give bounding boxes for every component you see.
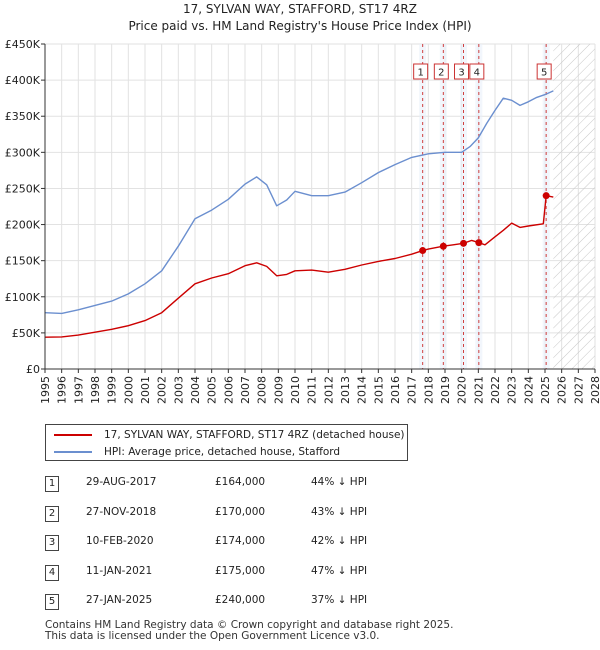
x-tick-label: 2011 [306,376,319,404]
x-tick-label: 2009 [272,376,285,404]
x-tick-label: 2015 [372,376,385,404]
transaction-label-box [413,63,429,80]
hpi-line [44,90,554,315]
y-tick-label: £450K [5,38,41,51]
transaction-hpi-diff: 47% ↓ HPI [311,564,368,577]
plot-area [45,44,595,369]
transaction-label-box [454,63,469,80]
x-tick-label: 2017 [406,376,419,404]
x-tick-label: 2012 [322,376,335,404]
y-tick-label: £250K [5,182,41,195]
y-tick-label: £200K [5,219,41,232]
transaction-date: 27-JAN-2025 [86,594,153,606]
x-tick-label: 2001 [139,376,152,404]
legend-label-hpi: HPI: Average price, detached house, Staf… [104,446,341,458]
x-tick-label: 2013 [339,376,352,404]
transaction-price: £240,000 [215,594,266,606]
transaction-hpi-diff: 44% ↓ HPI [311,476,368,488]
x-tick-label: 2000 [122,376,135,404]
x-tick-label: 2004 [189,376,202,404]
x-tick-label: 2022 [489,376,502,404]
x-tick-label: 2002 [156,376,169,404]
x-tick-label: 2014 [356,376,369,404]
transaction-number: 5 [45,594,59,610]
footer-licence: This data is licensed under the Open Gov… [45,630,380,642]
legend-swatch-property [54,434,92,436]
transaction-hpi-diff: 42% ↓ HPI [311,535,368,547]
x-tick-label: 2024 [522,376,535,404]
transaction-hpi-diff: 37% ↓ HPI [311,594,368,606]
x-tick-label: 2003 [172,376,185,404]
transaction-number: 4 [45,564,59,581]
transaction-label-box [433,63,449,80]
footer-copyright: Contains HM Land Registry data © Crown c… [45,619,454,631]
transaction-price: £170,000 [215,505,266,518]
y-tick-label: £400K [5,74,41,87]
legend-entry-hpi: HPI: Average price, detached house, Staf… [54,444,340,460]
transaction-price: £164,000 [215,476,266,488]
x-tick-label: 2008 [256,376,269,404]
x-tick-label: 2028 [589,376,600,404]
x-tick-label: 2006 [222,376,235,404]
x-tick-label: 2026 [556,376,569,404]
x-tick-label: 2018 [422,376,435,404]
x-tick-label: 2019 [439,376,452,404]
transaction-price: £175,000 [215,564,266,577]
transaction-label: 5 [541,68,547,79]
transaction-marker [419,247,427,255]
y-tick-label: £300K [5,146,41,159]
forecast-region [553,44,595,369]
price-chart: 17, SYLVAN WAY, STAFFORD, ST17 4RZ Price… [5,2,600,404]
x-tick-label: 2027 [572,376,585,404]
transaction-label: 3 [458,68,464,79]
transaction-label: 4 [474,68,480,79]
x-tick-label: 2025 [539,376,552,404]
property-price-line [44,195,554,338]
x-tick-label: 1995 [39,376,52,404]
x-tick-label: 1996 [56,376,69,404]
legend-entry-property: 17, SYLVAN WAY, STAFFORD, ST17 4RZ (deta… [54,427,405,443]
x-tick-label: 1998 [89,376,102,404]
x-tick-label: 2007 [239,376,252,404]
transaction-marker [460,239,467,247]
transaction-date: 11-JAN-2021 [86,564,153,577]
x-tick-label: 1999 [106,376,119,404]
chart-title: 17, SYLVAN WAY, STAFFORD, ST17 4RZ [183,2,417,16]
chart-legend: 17, SYLVAN WAY, STAFFORD, ST17 4RZ (deta… [45,424,408,461]
x-tick-label: 2005 [206,376,219,404]
transaction-label-box [469,63,485,80]
transaction-marker [542,192,550,200]
transaction-number: 1 [45,476,59,492]
x-tick-label: 2020 [456,376,469,404]
transaction-label-box [536,63,552,80]
footer: Contains HM Land Registry data © Crown c… [45,620,453,642]
x-tick-label: 2016 [389,376,402,404]
y-tick-label: £350K [5,110,41,123]
transaction-number: 2 [45,505,59,522]
y-tick-label: £100K [5,291,41,304]
y-tick-label: £150K [5,255,41,268]
transaction-date: 29-AUG-2017 [86,476,157,488]
legend-swatch-hpi [54,451,92,453]
y-tick-label: £0 [26,363,40,376]
transaction-marker [439,242,447,250]
transaction-date: 10-FEB-2020 [86,535,154,547]
x-tick-label: 2021 [472,376,485,404]
transaction-label: 1 [417,68,423,79]
legend-label-property: 17, SYLVAN WAY, STAFFORD, ST17 4RZ (deta… [104,429,405,441]
transaction-number: 3 [45,535,59,551]
transaction-date: 27-NOV-2018 [86,505,157,518]
x-tick-label: 2010 [289,376,302,404]
y-tick-label: £50K [12,327,41,340]
transaction-hpi-diff: 43% ↓ HPI [311,505,368,518]
x-tick-label: 2023 [506,376,519,404]
transaction-marker [475,239,483,247]
x-tick-label: 1997 [72,376,85,404]
transaction-price: £174,000 [215,535,266,547]
transaction-label: 2 [438,68,444,79]
chart-subtitle: Price paid vs. HM Land Registry's House … [128,19,471,33]
